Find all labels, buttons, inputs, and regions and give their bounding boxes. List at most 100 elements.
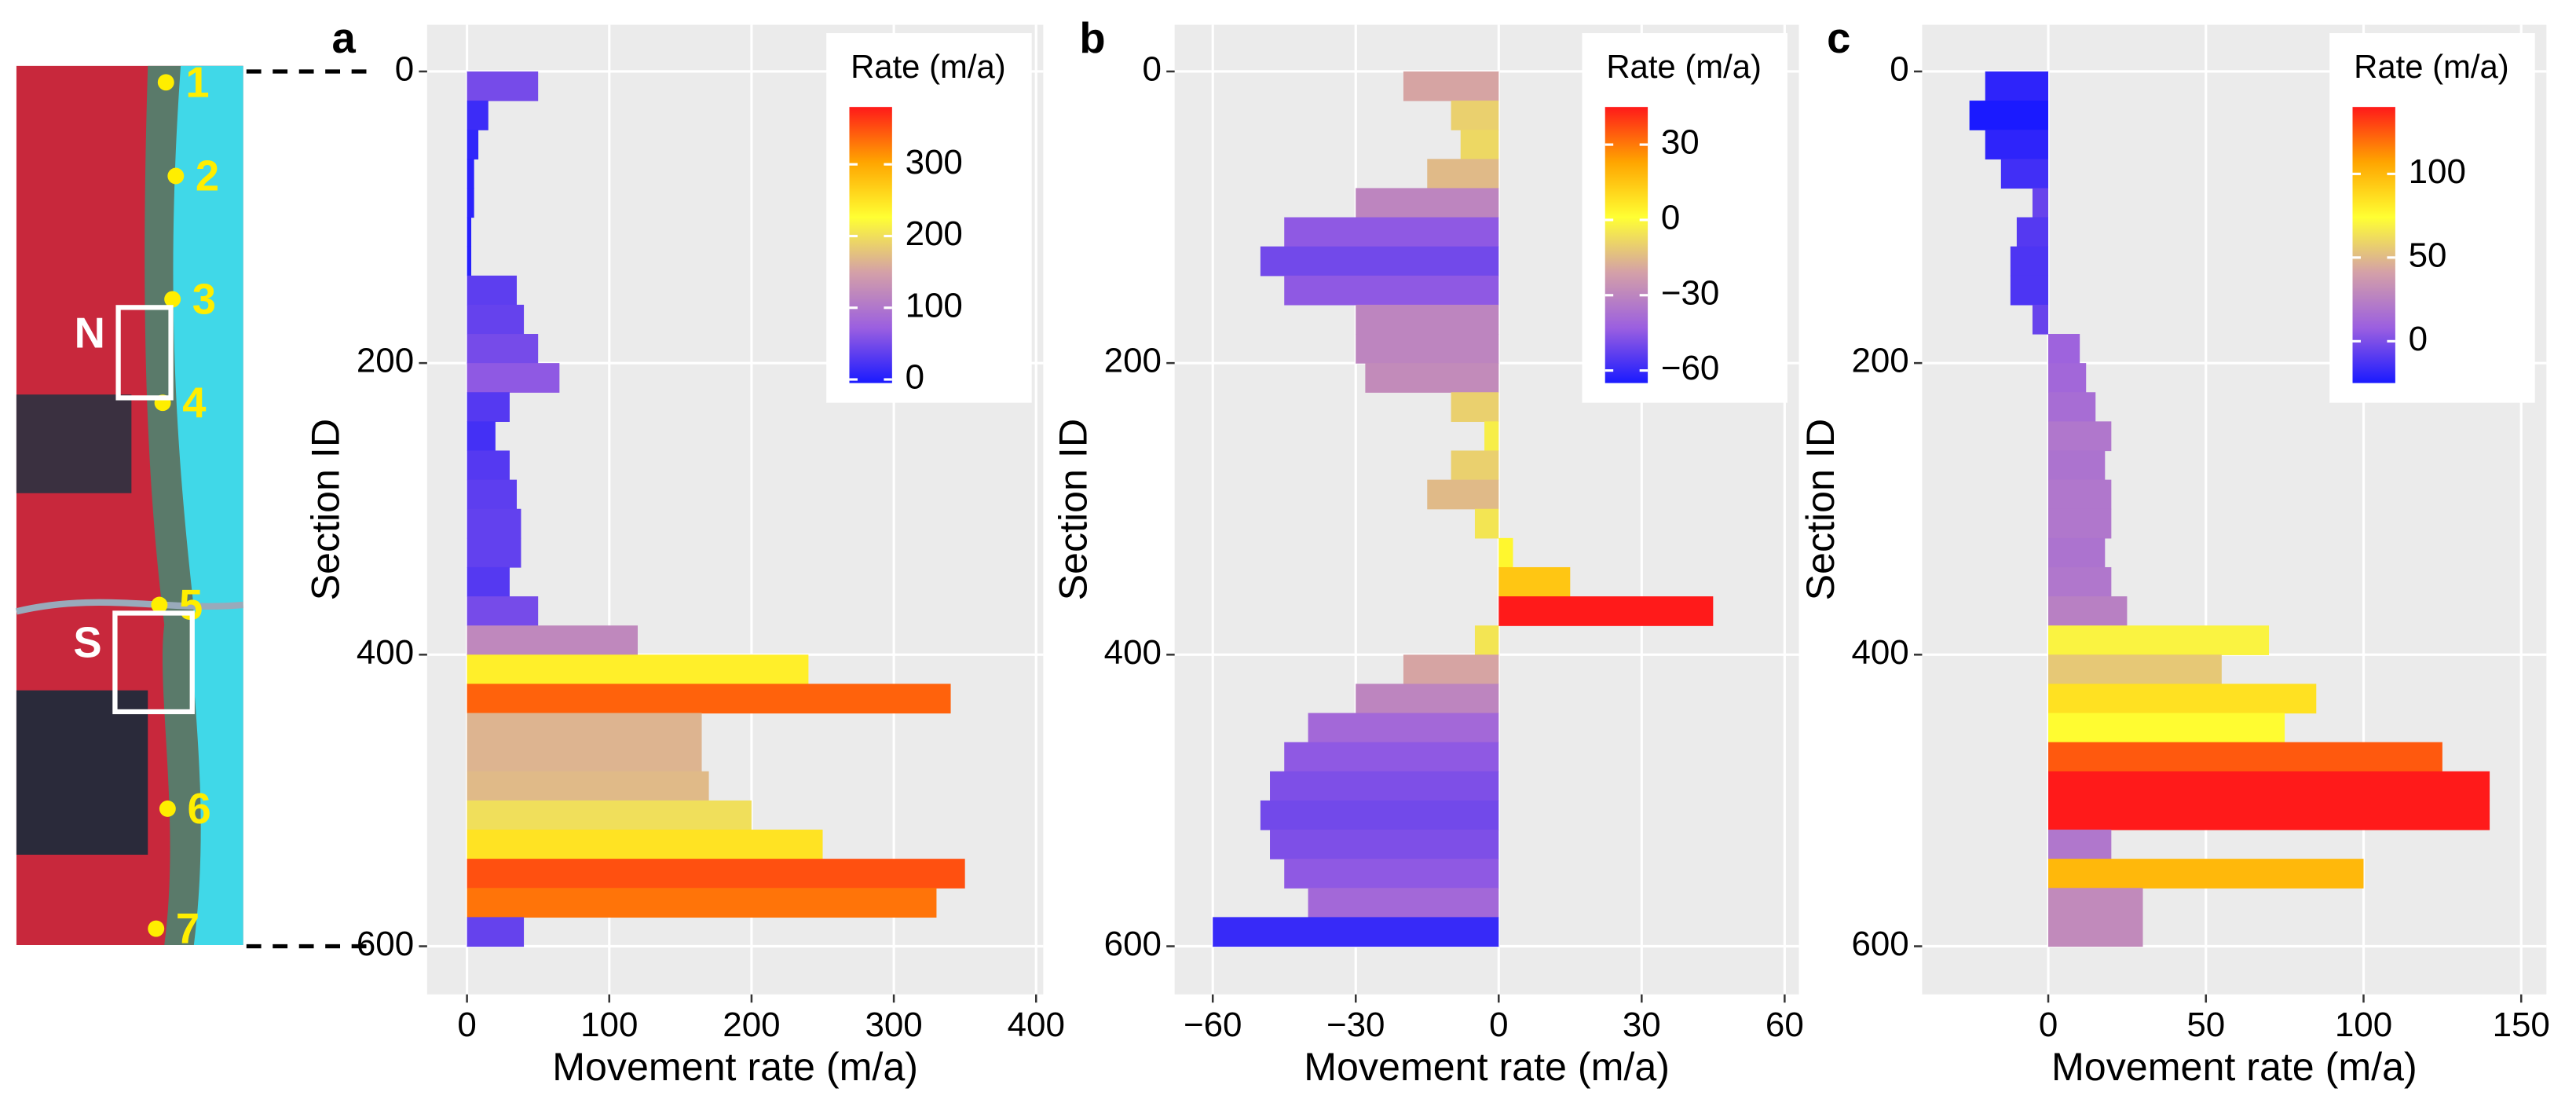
x-tick-label: 100 xyxy=(580,1006,638,1044)
bar xyxy=(1284,275,1499,306)
bar xyxy=(467,625,638,655)
x-tick-label: −60 xyxy=(1184,1006,1242,1044)
y-tick-label: 600 xyxy=(357,925,414,963)
bar xyxy=(467,392,510,423)
y-tick-label: 400 xyxy=(357,633,414,672)
bar xyxy=(1427,159,1499,189)
bar xyxy=(2048,859,2364,889)
x-tick-label: 100 xyxy=(2335,1006,2392,1044)
map-point xyxy=(148,920,165,937)
colorbar xyxy=(1605,107,1648,383)
bar xyxy=(467,830,823,859)
bar xyxy=(2048,450,2106,481)
bar xyxy=(467,159,474,189)
bar xyxy=(467,304,525,335)
bar xyxy=(467,508,521,539)
bar xyxy=(1260,800,1499,830)
bar xyxy=(2048,654,2222,685)
bar xyxy=(1356,304,1499,335)
bar xyxy=(2048,800,2490,830)
bar xyxy=(1284,217,1499,247)
bar xyxy=(2048,566,2112,597)
colorbar xyxy=(2352,107,2395,383)
y-tick-label: 0 xyxy=(395,50,414,89)
x-tick-label: 300 xyxy=(865,1006,922,1044)
bar xyxy=(2048,917,2143,947)
bar xyxy=(467,101,488,130)
bar xyxy=(1308,713,1499,743)
map-point xyxy=(159,800,176,817)
bar xyxy=(1403,654,1499,685)
bar xyxy=(2048,421,2112,452)
panel-label: b xyxy=(1079,14,1105,62)
y-tick-label: 400 xyxy=(1851,633,1908,672)
bar xyxy=(467,188,474,218)
bar xyxy=(1498,596,1714,626)
x-axis-title: Movement rate (m/a) xyxy=(1304,1045,1670,1089)
y-tick-label: 200 xyxy=(1851,342,1908,380)
map-point xyxy=(167,167,185,185)
colorbar-tick-label: 0 xyxy=(1661,199,1680,237)
bar xyxy=(2048,888,2143,918)
bar xyxy=(2048,830,2112,859)
bar xyxy=(1969,101,2049,130)
bar xyxy=(2048,742,2442,772)
bar xyxy=(1270,830,1499,859)
bar xyxy=(2048,537,2106,568)
panel-label: c xyxy=(1827,14,1850,62)
bar xyxy=(467,450,510,481)
bar xyxy=(467,246,472,277)
y-tick-label: 600 xyxy=(1104,925,1162,963)
bar xyxy=(467,217,472,247)
bar xyxy=(467,421,496,452)
y-axis-title: Section ID xyxy=(1798,419,1842,601)
bar xyxy=(467,917,525,947)
x-tick-label: −30 xyxy=(1326,1006,1385,1044)
x-axis-title: Movement rate (m/a) xyxy=(552,1045,918,1089)
bar xyxy=(467,479,518,510)
bar xyxy=(2048,596,2128,626)
bar xyxy=(1284,859,1499,889)
bar xyxy=(467,742,702,772)
bar xyxy=(2016,217,2049,247)
map-box xyxy=(115,305,174,401)
bar xyxy=(1460,130,1499,159)
bar xyxy=(1308,888,1499,918)
x-tick-label: 30 xyxy=(1623,1006,1661,1044)
bar xyxy=(1427,479,1499,510)
panel-label: a xyxy=(332,14,357,62)
y-axis-title: Section ID xyxy=(304,419,348,601)
bar xyxy=(2048,625,2270,655)
bar xyxy=(2048,713,2285,743)
map-point-label: 7 xyxy=(176,905,199,953)
map xyxy=(15,65,243,945)
x-tick-label: 60 xyxy=(1766,1006,1804,1044)
bar xyxy=(1356,188,1499,218)
bar xyxy=(2048,334,2080,364)
map-box-label: S xyxy=(73,619,101,667)
y-tick-label: 400 xyxy=(1104,633,1162,672)
x-tick-label: 200 xyxy=(723,1006,780,1044)
map-point-label: 4 xyxy=(182,379,206,427)
bar xyxy=(2010,275,2049,306)
map-river xyxy=(15,599,243,615)
colorbar-tick-label: 200 xyxy=(906,214,963,253)
bar xyxy=(2000,159,2049,189)
colorbar-tick-label: −30 xyxy=(1661,273,1719,312)
map-box-label: N xyxy=(75,309,105,357)
x-tick-label: 150 xyxy=(2493,1006,2550,1044)
map-point xyxy=(157,74,174,91)
bar xyxy=(2048,392,2096,423)
colorbar-tick-label: 0 xyxy=(2409,320,2428,358)
bar xyxy=(1451,392,1499,423)
bar xyxy=(467,683,951,714)
colorbar-tick-label: 100 xyxy=(906,286,963,324)
bar xyxy=(2048,771,2490,801)
legend-title: Rate (m/a) xyxy=(2354,48,2509,85)
map-point-label: 1 xyxy=(185,58,209,106)
map-point xyxy=(164,291,181,308)
bar xyxy=(2048,683,2317,714)
y-axis-title: Section ID xyxy=(1051,419,1095,601)
bar xyxy=(1484,421,1499,452)
bar xyxy=(1985,71,2049,101)
